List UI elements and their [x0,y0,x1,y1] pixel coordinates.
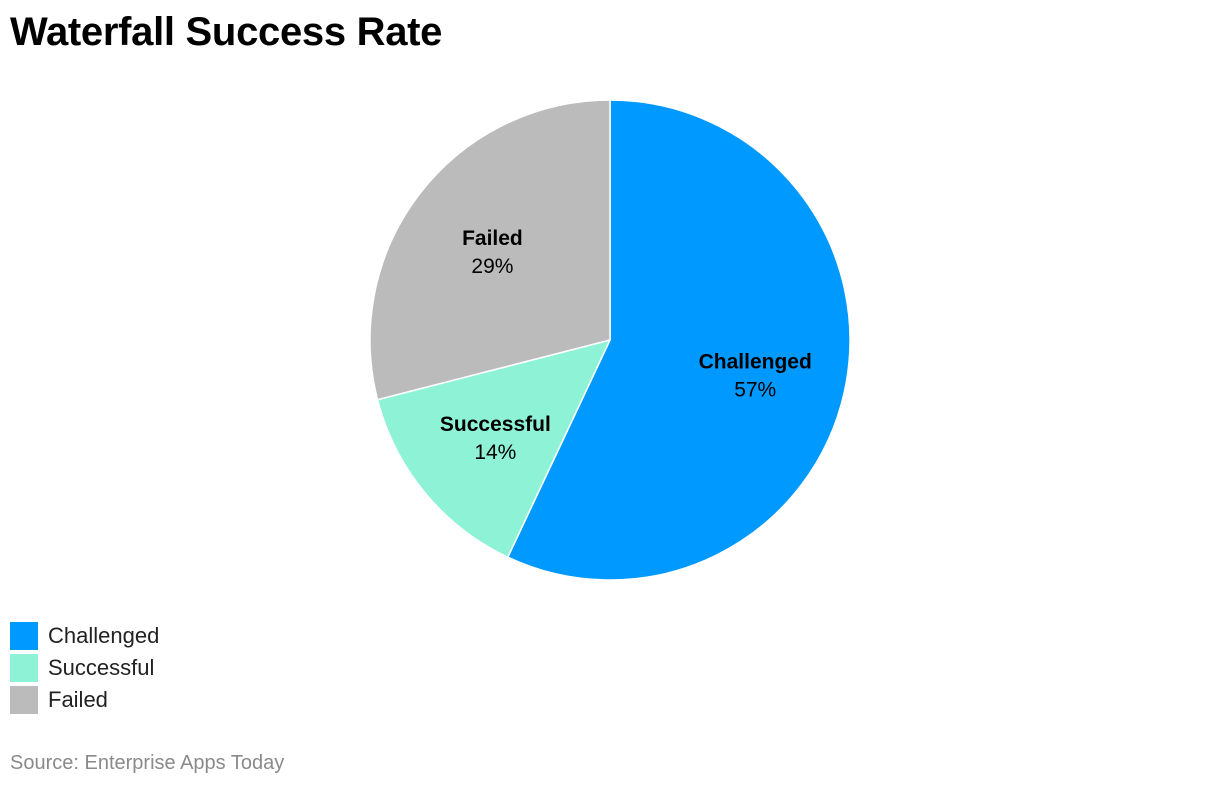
slice-value: 57% [734,378,776,401]
pie-slice-failed [369,99,611,401]
pie-slice-successful [376,338,612,559]
pie-slice-challenged [506,99,851,581]
chart-title: Waterfall Success Rate [10,10,443,54]
legend: Challenged Successful Failed [10,620,159,716]
legend-item-successful: Successful [10,652,159,684]
source-note: Source: Enterprise Apps Today [10,752,285,774]
slice-value: 29% [471,255,513,278]
legend-swatch [10,622,38,650]
slice-label: Successful [440,413,551,436]
legend-label: Challenged [48,623,160,648]
legend-item-failed: Failed [10,684,159,716]
slice-label: Failed [462,227,523,250]
legend-item-challenged: Challenged [10,620,159,652]
legend-label: Failed [48,687,108,712]
slice-value: 14% [474,441,516,464]
slice-label: Challenged [699,350,812,373]
legend-label: Successful [48,655,155,680]
legend-swatch [10,654,38,682]
legend-swatch [10,686,38,714]
